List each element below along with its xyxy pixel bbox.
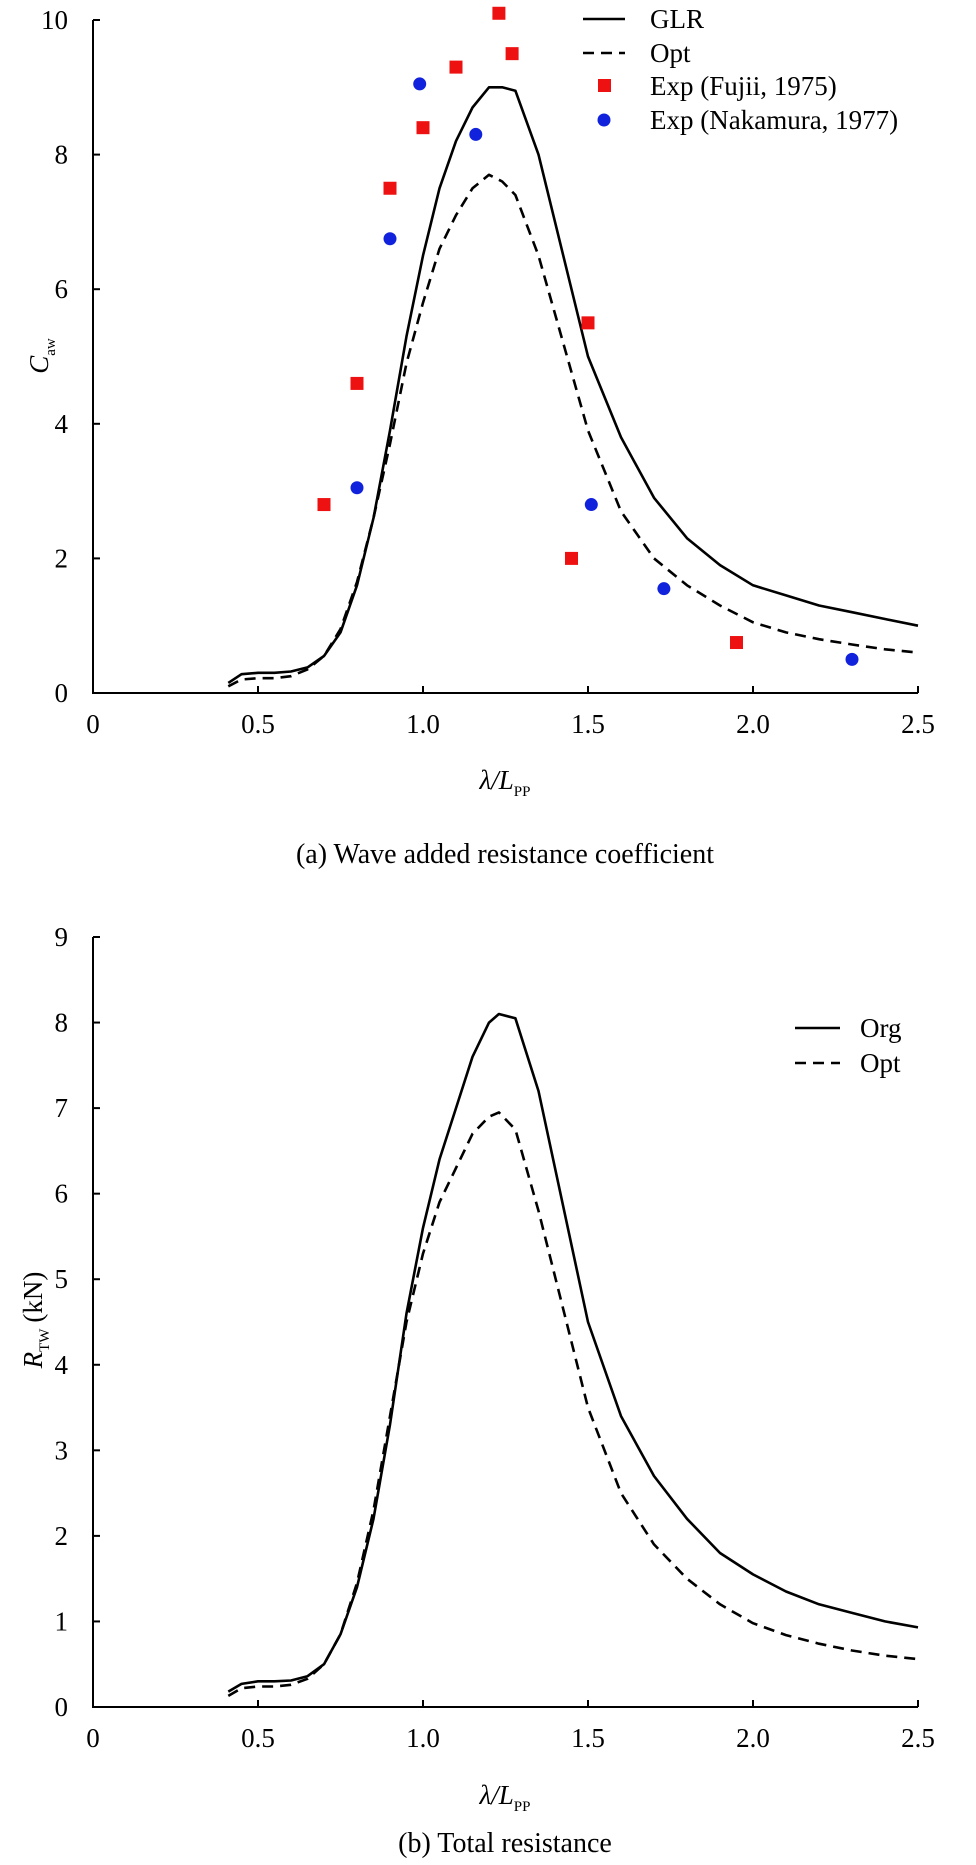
chart-a-plot-area <box>227 6 919 688</box>
y-tick-label: 9 <box>55 922 69 952</box>
legend-label-org: Org <box>860 1013 902 1043</box>
x-tick-label: 0 <box>86 1723 100 1753</box>
series-line-glr <box>227 86 919 684</box>
data-point-exp-fujii-1975 <box>383 181 397 195</box>
chart-b-x-ticks: 0 0.5 1.0 1.5 2.0 2.5 <box>86 1700 935 1753</box>
data-point-exp-nakamura-1977 <box>413 77 427 91</box>
x-tick-label: 1.5 <box>571 709 605 739</box>
chart-a-legend: GLR Opt Exp (Fujii, 1975) Exp (Nakamura,… <box>583 4 898 135</box>
legend-label-opt-a: Opt <box>650 38 691 68</box>
y-tick-label: 1 <box>55 1606 69 1636</box>
series-line-opt <box>227 1111 919 1698</box>
y-tick-label: 0 <box>55 1692 69 1722</box>
chart-b-x-axis-label: λ/LPP <box>479 1780 531 1815</box>
y-tick-label: 4 <box>55 409 69 439</box>
x-tick-label: 2.0 <box>736 1723 770 1753</box>
y-tick-label: 8 <box>55 1008 69 1038</box>
data-point-exp-fujii-1975 <box>492 6 506 20</box>
legend-marker-fujii <box>598 79 611 92</box>
x-tick-label: 1.5 <box>571 1723 605 1753</box>
chart-a-y-ticks: 0 2 4 6 8 10 <box>41 5 100 708</box>
data-point-exp-fujii-1975 <box>350 376 364 390</box>
legend-label-fujii: Exp (Fujii, 1975) <box>650 71 837 101</box>
data-point-exp-nakamura-1977 <box>584 498 598 512</box>
chart-a-x-axis-label: λ/LPP <box>479 765 531 800</box>
data-point-exp-nakamura-1977 <box>350 481 364 495</box>
chart-a: 0 0.5 1.0 1.5 2.0 2.5 0 2 4 6 8 10 Caw λ/LPP GLR O… <box>24 4 935 870</box>
x-tick-label: 1.0 <box>406 1723 440 1753</box>
legend-marker-nakamura <box>597 113 611 127</box>
data-point-exp-fujii-1975 <box>317 498 331 512</box>
chart-a-caption: (a) Wave added resistance coefficient <box>296 839 714 870</box>
data-point-exp-fujii-1975 <box>505 47 519 61</box>
x-tick-label: 1.0 <box>406 709 440 739</box>
x-tick-label: 2.5 <box>901 709 935 739</box>
x-tick-label: 0 <box>86 709 100 739</box>
data-point-exp-nakamura-1977 <box>469 127 483 141</box>
chart-a-x-ticks: 0 0.5 1.0 1.5 2.0 2.5 <box>86 686 935 739</box>
chart-a-y-axis-label: Caw <box>24 338 59 374</box>
series-line-opt <box>227 173 919 688</box>
x-tick-label: 0.5 <box>241 709 275 739</box>
y-tick-label: 10 <box>41 5 68 35</box>
data-point-exp-fujii-1975 <box>416 121 430 135</box>
chart-b-caption: (b) Total resistance <box>398 1828 612 1859</box>
series-line-org <box>227 1012 919 1693</box>
legend-label-glr: GLR <box>650 4 704 34</box>
data-point-exp-nakamura-1977 <box>657 582 671 596</box>
data-point-exp-fujii-1975 <box>730 636 743 650</box>
chart-b-y-axis-label: RTW(kN) <box>18 1272 53 1370</box>
y-tick-label: 6 <box>55 1179 69 1209</box>
data-point-exp-nakamura-1977 <box>383 232 397 246</box>
data-point-exp-fujii-1975 <box>565 551 578 565</box>
chart-b-plot-area <box>227 1012 919 1698</box>
chart-b: 0 0.5 1.0 1.5 2.0 2.5 0 1 2 3 4 5 6 7 8 9 RTW(kN) λ/LP… <box>18 922 935 1859</box>
legend-label-opt-b: Opt <box>860 1048 901 1078</box>
data-point-exp-nakamura-1977 <box>845 652 859 666</box>
chart-b-y-ticks: 0 1 2 3 4 5 6 7 8 9 <box>55 922 100 1722</box>
x-tick-label: 2.0 <box>736 709 770 739</box>
y-tick-label: 4 <box>55 1350 69 1380</box>
y-tick-label: 0 <box>55 678 69 708</box>
legend-label-nakamura: Exp (Nakamura, 1977) <box>650 105 898 135</box>
y-tick-label: 2 <box>55 543 69 573</box>
y-tick-label: 2 <box>55 1521 69 1551</box>
y-tick-label: 8 <box>55 140 69 170</box>
x-tick-label: 0.5 <box>241 1723 275 1753</box>
y-tick-label: 6 <box>55 274 69 304</box>
data-point-exp-fujii-1975 <box>449 60 463 74</box>
chart-b-axes <box>92 937 918 1708</box>
x-tick-label: 2.5 <box>901 1723 935 1753</box>
data-point-exp-fujii-1975 <box>581 316 595 330</box>
y-tick-label: 7 <box>55 1093 69 1123</box>
y-tick-label: 5 <box>55 1264 69 1294</box>
chart-b-legend: Org Opt <box>795 1013 902 1078</box>
y-tick-label: 3 <box>55 1435 69 1465</box>
